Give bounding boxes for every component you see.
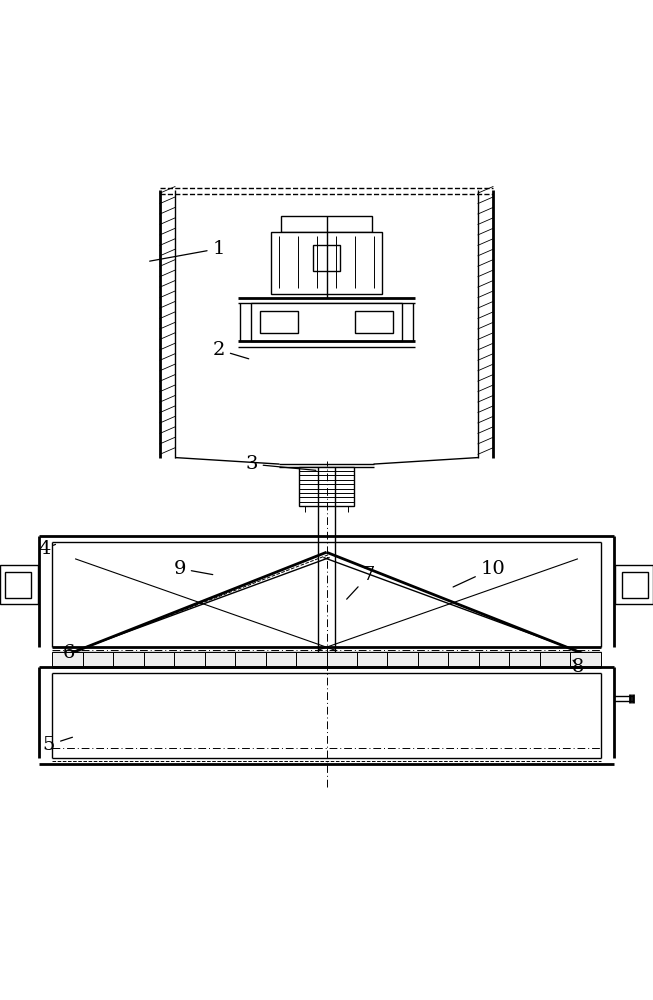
Text: 3: 3 bbox=[245, 455, 316, 473]
Bar bbox=[299, 467, 354, 506]
Bar bbox=[144, 652, 174, 667]
Text: 5: 5 bbox=[43, 736, 72, 754]
Bar bbox=[52, 652, 83, 667]
Text: 6: 6 bbox=[63, 644, 82, 662]
Text: 1: 1 bbox=[150, 240, 225, 261]
Bar bbox=[271, 232, 382, 294]
Bar bbox=[540, 652, 570, 667]
Bar bbox=[326, 652, 357, 667]
Bar bbox=[174, 652, 204, 667]
Bar bbox=[357, 652, 387, 667]
Bar bbox=[479, 652, 509, 667]
Bar bbox=[5, 572, 31, 598]
Bar bbox=[355, 311, 393, 333]
Text: 10: 10 bbox=[453, 560, 505, 587]
Bar bbox=[615, 565, 653, 604]
Bar bbox=[509, 652, 540, 667]
Text: 2: 2 bbox=[213, 341, 249, 359]
Bar bbox=[418, 652, 449, 667]
Bar bbox=[313, 245, 340, 271]
Bar bbox=[296, 652, 326, 667]
Bar bbox=[260, 311, 298, 333]
Bar bbox=[251, 303, 402, 341]
Text: 8: 8 bbox=[572, 658, 584, 676]
Bar bbox=[570, 652, 601, 667]
Bar bbox=[622, 572, 648, 598]
Text: 4: 4 bbox=[39, 540, 56, 558]
Bar bbox=[449, 652, 479, 667]
Text: 9: 9 bbox=[173, 560, 213, 578]
Bar bbox=[83, 652, 113, 667]
Bar bbox=[266, 652, 296, 667]
Bar bbox=[235, 652, 266, 667]
Bar bbox=[281, 216, 372, 232]
Text: 7: 7 bbox=[347, 566, 375, 599]
Bar bbox=[113, 652, 144, 667]
Bar bbox=[204, 652, 235, 667]
Bar bbox=[0, 565, 38, 604]
Bar bbox=[387, 652, 418, 667]
